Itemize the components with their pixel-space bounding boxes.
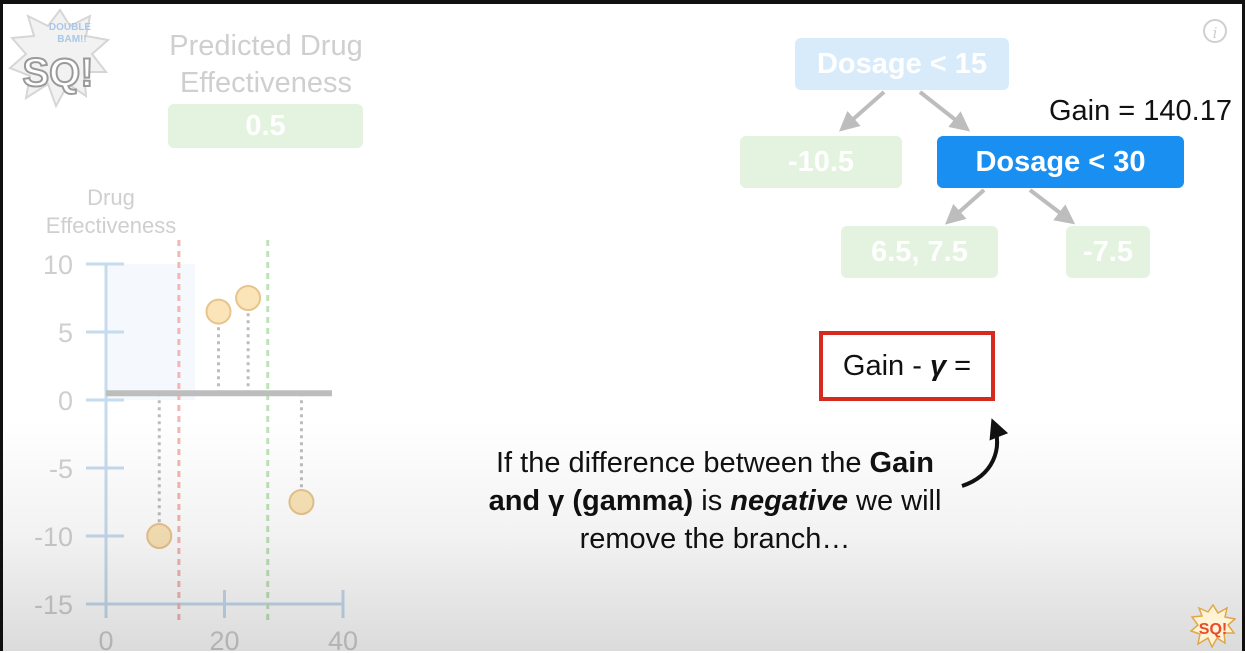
predicted-title: Predicted Drug Effectiveness <box>150 28 382 102</box>
info-icon[interactable]: i <box>1203 19 1227 43</box>
window-right-edge <box>1242 0 1245 651</box>
caption-l2-bold: and γ (gamma) <box>488 485 694 517</box>
chart-y-tick-label: 0 <box>58 386 73 416</box>
predicted-title-line-2: Effectiveness <box>180 67 352 99</box>
chart-x-tick-label: 20 <box>209 626 239 651</box>
small-logo-text: SQ! <box>1199 621 1227 638</box>
chart-ylabel-line-2: Effectiveness <box>46 213 176 238</box>
formula-suffix: = <box>946 350 972 382</box>
formula-prefix: Gain - <box>842 350 930 382</box>
caption-line-3: remove the branch… <box>579 523 851 555</box>
statquest-small-logo[interactable]: SQ! <box>1189 603 1237 649</box>
window-top-edge <box>0 0 1245 4</box>
caption-line-2: and γ (gamma) is negative we will <box>440 482 990 520</box>
chart-ylabel-line-1: Drug <box>87 185 135 210</box>
chart-y-tick-label: -10 <box>34 522 73 552</box>
chart-data-point <box>235 285 262 311</box>
caption-l2-mid: is <box>693 485 731 517</box>
caption-l1-text: If the difference between the <box>496 447 870 479</box>
tree-leaf-b: -7.5 <box>1066 226 1150 278</box>
chart-x-tick-label: 40 <box>328 626 358 651</box>
statquest-logo: DOUBLE BAM!! SQ! <box>8 8 112 109</box>
chart-data-point <box>146 523 173 549</box>
arrow-node-left <box>945 188 986 225</box>
caption-l2-post: we will <box>847 485 942 517</box>
tree-node-active: Dosage < 30 <box>937 136 1184 188</box>
curved-arrow <box>961 418 1009 488</box>
window-left-edge <box>0 0 3 651</box>
chart-x-tick-label: 0 <box>98 626 113 651</box>
chart-y-tick-label: -15 <box>34 590 73 620</box>
chart-y-tick-label: 5 <box>58 318 73 348</box>
chart-data-point <box>205 298 232 325</box>
arrow-node-right <box>1028 188 1076 225</box>
predicted-value-box: 0.5 <box>168 104 363 148</box>
arrow-root-right <box>918 90 971 132</box>
logo-line-1: DOUBLE <box>49 22 92 33</box>
tree-leaf-a: 6.5, 7.5 <box>841 226 998 278</box>
predicted-title-line-1: Predicted Drug <box>169 30 363 62</box>
arrow-root-left <box>838 90 886 132</box>
caption-l1-bold: Gain <box>869 447 934 479</box>
caption: If the difference between the Gain and γ… <box>440 444 990 558</box>
caption-line-1: If the difference between the Gain <box>440 444 990 482</box>
tree-leaf-left: -10.5 <box>740 136 902 188</box>
gain-minus-gamma-box: Gain - γ = <box>819 331 995 401</box>
chart-data-point <box>288 489 315 515</box>
chart-y-tick-label: -5 <box>49 454 73 484</box>
formula-gamma: γ <box>929 350 947 382</box>
logo-line-2: BAM!! <box>57 34 86 45</box>
caption-l2-italic: negative <box>730 485 848 517</box>
logo-line-3: SQ! <box>22 51 93 95</box>
gain-label: Gain = 140.17 <box>1048 95 1232 127</box>
tree-node-root: Dosage < 15 <box>795 38 1009 90</box>
chart-y-tick-label: 10 <box>43 250 73 280</box>
